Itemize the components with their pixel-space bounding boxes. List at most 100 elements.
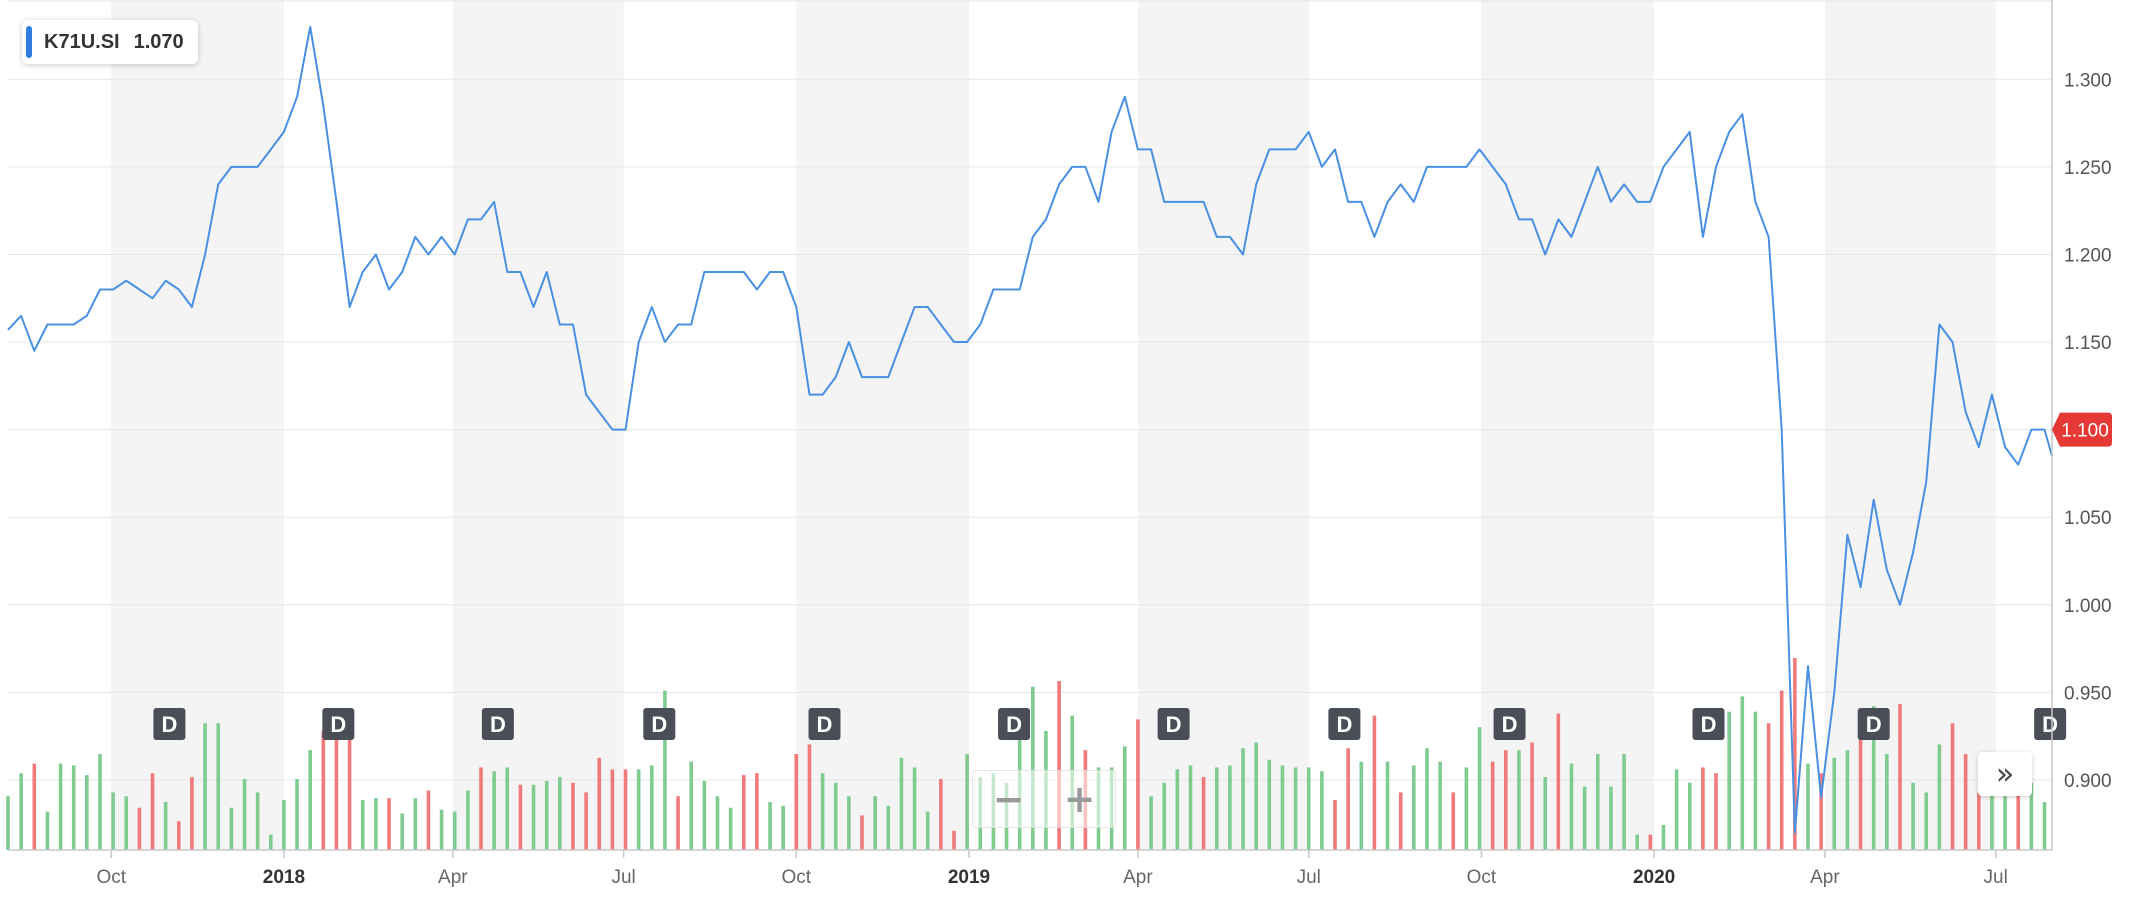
volume-bar <box>544 780 549 850</box>
volume-bar <box>1333 800 1337 850</box>
volume-bar <box>833 782 838 850</box>
volume-bar <box>676 796 680 850</box>
dividend-marker-box <box>1857 708 1890 740</box>
current-price-label: 1.100 <box>2061 421 2109 442</box>
volume-bar <box>426 790 431 850</box>
volume-bar <box>268 834 273 850</box>
volume-bar <box>1517 750 1521 850</box>
shaded-period <box>452 0 624 850</box>
volume-bar <box>2016 792 2021 850</box>
volume-bar <box>255 792 260 850</box>
x-tick-label: Oct <box>96 867 126 888</box>
volume-bar <box>505 767 510 850</box>
volume-bar <box>1911 782 1915 850</box>
dividend-marker[interactable]: D <box>153 708 186 740</box>
volume-bar <box>689 761 694 850</box>
y-tick-label: 0.900 <box>2064 771 2112 792</box>
volume-bar <box>1477 727 1482 850</box>
volume-bar <box>820 773 825 850</box>
x-tick-label: Apr <box>1810 867 1840 888</box>
dividend-marker[interactable]: D <box>1328 708 1361 740</box>
shaded-period <box>111 0 284 850</box>
volume-bar <box>860 815 864 850</box>
volume-bar <box>873 796 877 850</box>
volume-bar <box>1372 715 1377 850</box>
volume-bar <box>1793 658 1797 850</box>
dividend-marker-box <box>1157 708 1190 740</box>
volume-bar <box>1201 777 1206 850</box>
volume-bar <box>124 796 129 850</box>
dividend-marker[interactable]: D <box>481 708 514 740</box>
dividend-marker-box <box>643 708 676 740</box>
volume-bar <box>636 769 641 850</box>
x-tick-label: Oct <box>1467 867 1497 888</box>
volume-bar <box>597 757 602 850</box>
volume-bar <box>1425 748 1429 850</box>
volume-bar <box>2029 782 2034 850</box>
volume-bar <box>571 782 575 850</box>
volume-bar <box>1188 765 1193 850</box>
volume-bar <box>1963 754 1968 850</box>
volume-bar <box>1359 761 1364 850</box>
dividend-marker-box <box>808 708 841 740</box>
volume-bar <box>1727 711 1731 850</box>
volume-bar <box>1622 754 1626 850</box>
volume-bar <box>466 790 470 850</box>
volume-bar <box>1806 763 1810 850</box>
dividend-marker[interactable]: D <box>1493 708 1526 740</box>
dividend-marker[interactable]: D <box>2034 708 2067 740</box>
volume-bar <box>1504 750 1508 850</box>
expand-button[interactable]: » <box>1978 752 2032 796</box>
y-tick-label: 1.050 <box>2064 508 2112 529</box>
y-tick-label: 1.000 <box>2064 596 2112 617</box>
volume-bar <box>939 778 943 850</box>
volume-bar <box>439 809 444 850</box>
volume-bar <box>45 811 50 850</box>
dividend-marker[interactable]: D <box>322 708 355 740</box>
volume-bar <box>71 765 76 850</box>
volume-bar <box>295 778 299 850</box>
dividend-marker-label: D <box>2042 712 2058 737</box>
dividend-marker[interactable]: D <box>1692 708 1725 740</box>
dividend-marker-label: D <box>817 712 833 737</box>
dividend-marker[interactable]: D <box>1157 708 1190 740</box>
volume-bar <box>1385 761 1390 850</box>
volume-bar <box>807 744 812 850</box>
volume-bar <box>1306 767 1311 850</box>
volume-bar <box>518 784 523 850</box>
volume-bar <box>1674 769 1679 850</box>
volume-bar <box>1267 759 1272 850</box>
current-price-tag <box>2052 412 2112 447</box>
volume-bar <box>1530 742 1534 850</box>
volume-bar <box>163 802 168 850</box>
volume-bar <box>190 777 194 850</box>
volume-bar <box>1228 765 1232 850</box>
dividend-marker[interactable]: D <box>808 708 841 740</box>
dividend-marker-label: D <box>161 712 177 737</box>
volume-bar <box>1885 754 1889 850</box>
volume-bar <box>19 773 23 850</box>
zoom-in-button[interactable]: + <box>1044 771 1115 827</box>
x-tick-label: 2020 <box>1633 867 1675 888</box>
volume-bar <box>584 792 588 850</box>
dividend-marker[interactable]: D <box>643 708 676 740</box>
volume-bar <box>1976 792 1981 850</box>
zoom-out-button[interactable]: − <box>973 771 1044 827</box>
volume-bar <box>1753 711 1758 850</box>
volume-bar <box>111 792 115 850</box>
volume-bar <box>847 796 851 850</box>
volume-bar <box>137 807 142 850</box>
dividend-marker[interactable]: D <box>1857 708 1890 740</box>
volume-bar <box>1254 742 1258 850</box>
volume-bar <box>452 811 457 850</box>
volume-bar <box>216 723 221 850</box>
dividend-marker[interactable]: D <box>998 708 1031 740</box>
dividend-marker-label: D <box>1701 712 1717 737</box>
volume-bar <box>492 771 496 850</box>
volume-bar <box>1162 782 1167 850</box>
volume-bar <box>755 773 759 850</box>
dividend-marker-label: D <box>1866 712 1882 737</box>
volume-bar <box>1740 696 1745 850</box>
